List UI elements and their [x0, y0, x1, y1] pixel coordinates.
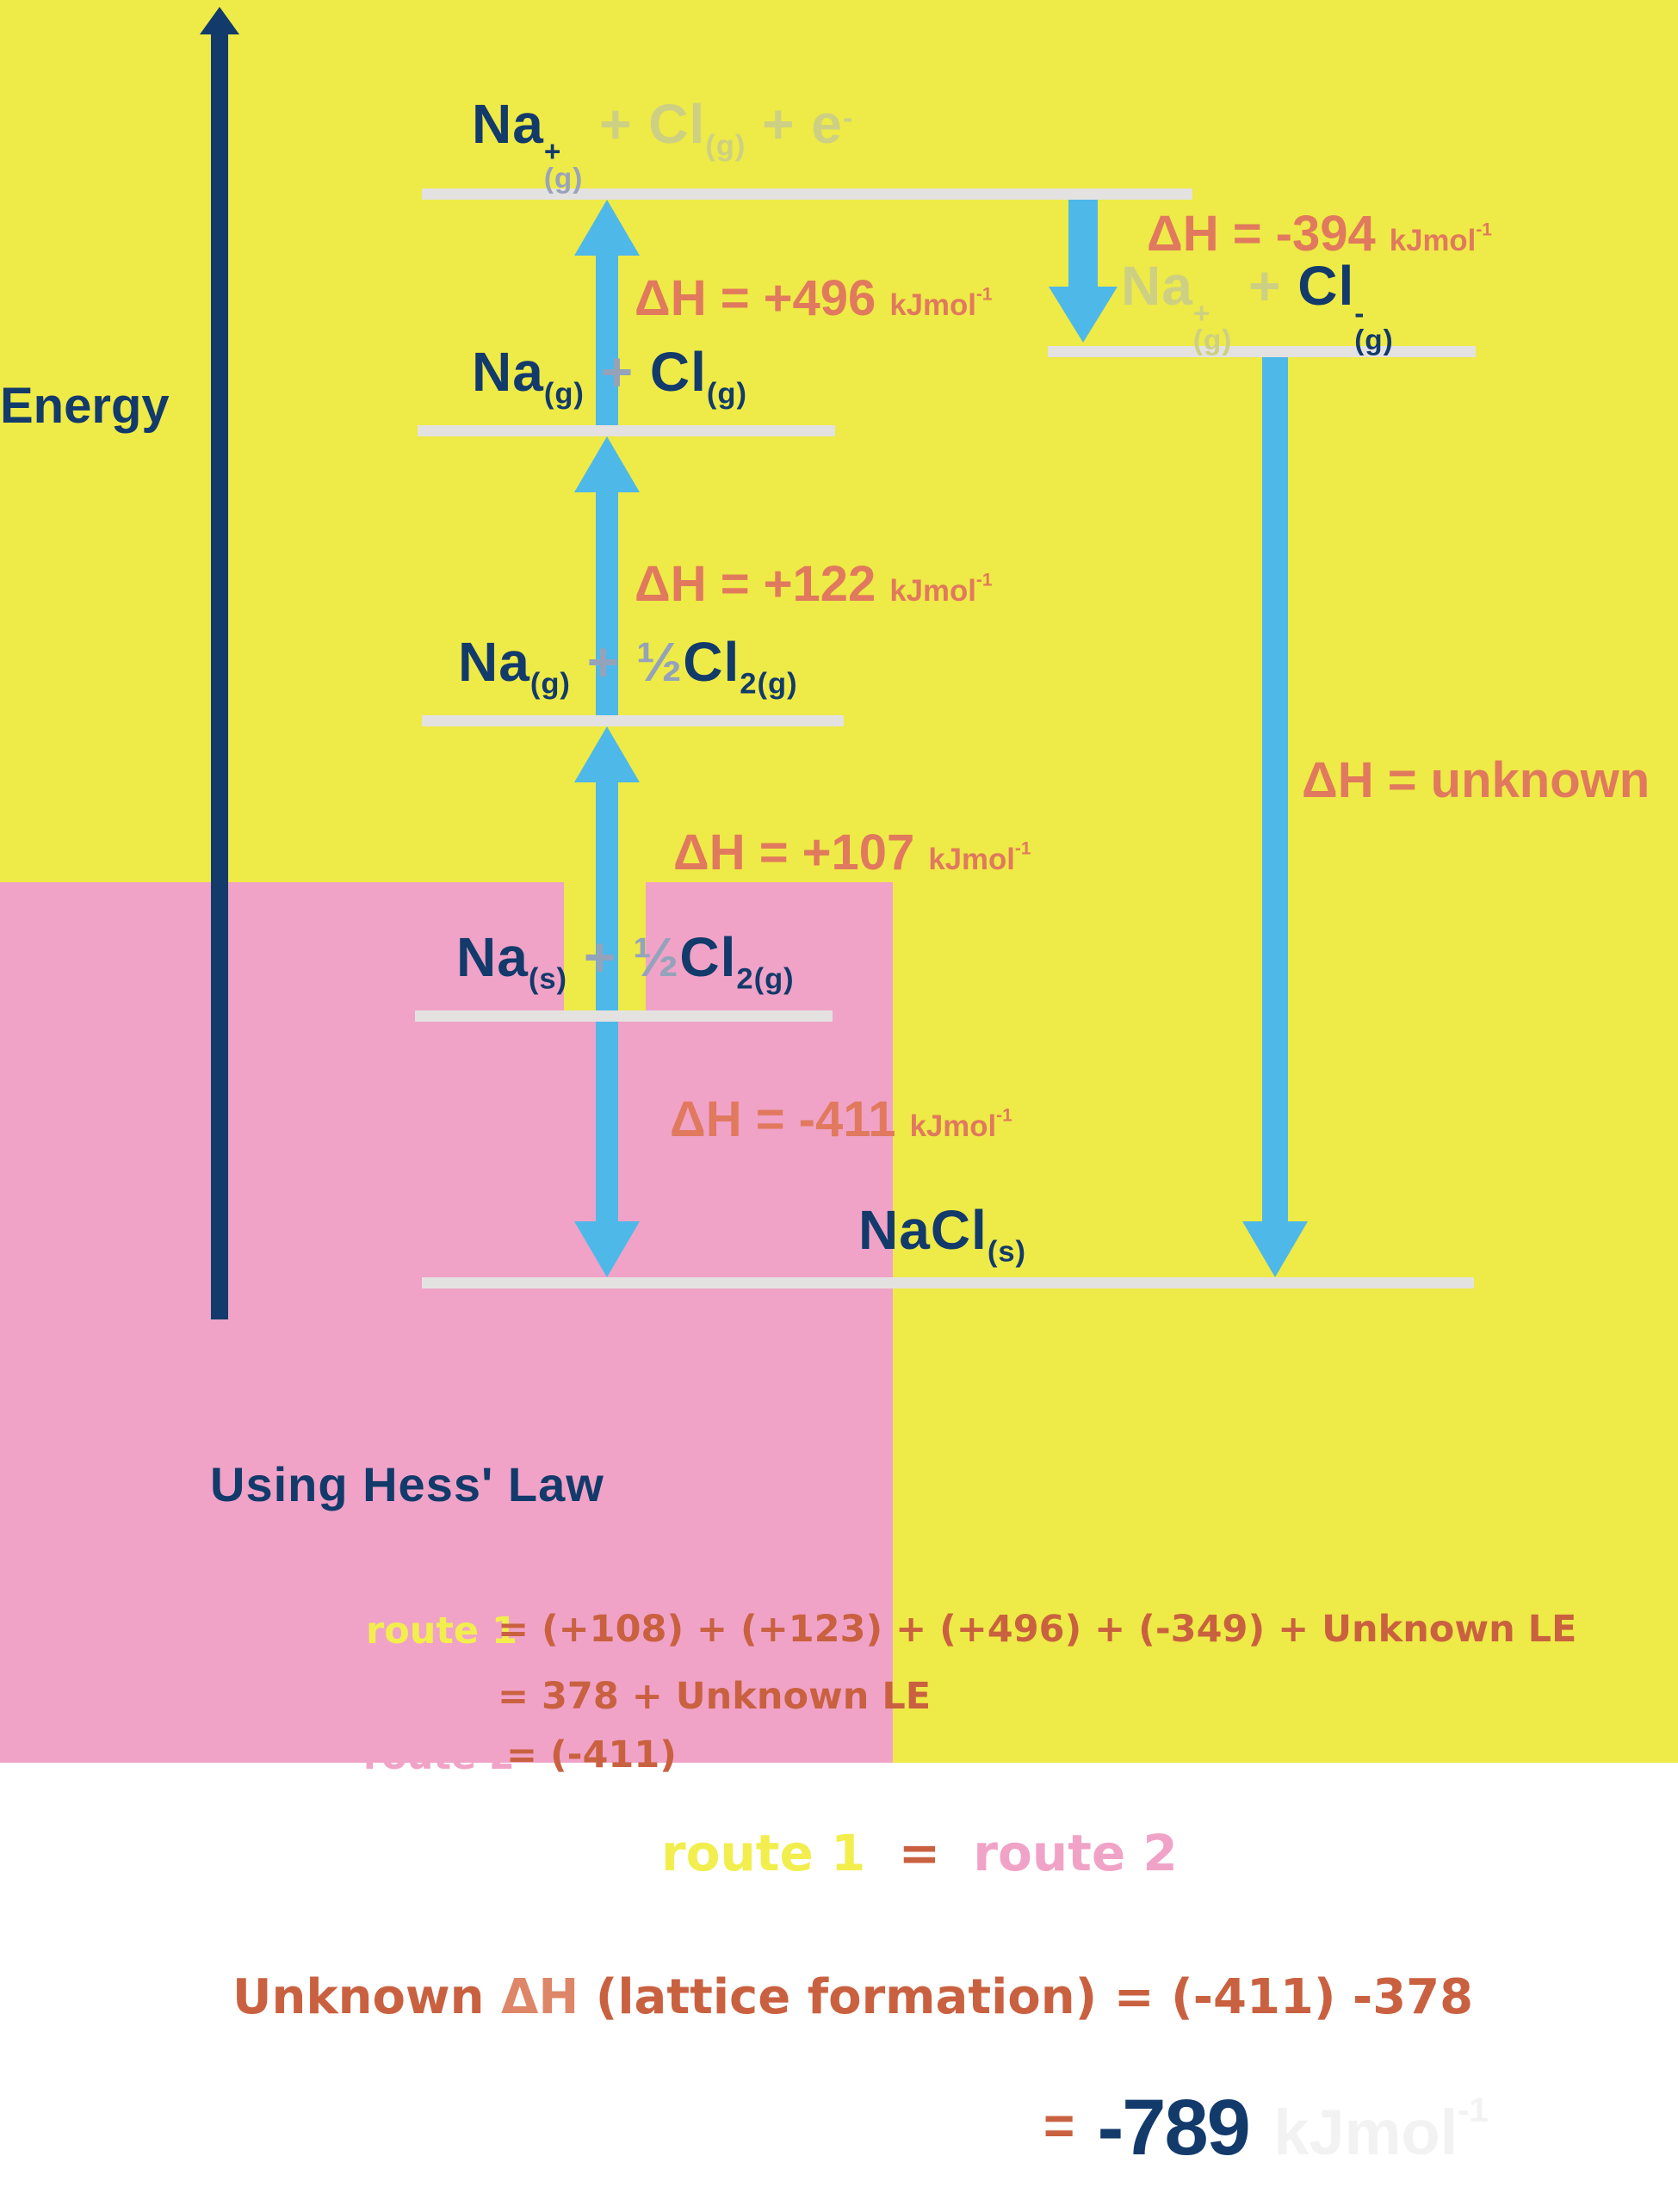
arrow-head-up-icon [574, 726, 640, 782]
hess-law-title: Using Hess' Law [210, 1457, 604, 1511]
route-equality-right: route 2 [973, 1824, 1178, 1882]
background-pink-region [0, 882, 893, 1763]
arrow-head-down-icon [1242, 1221, 1308, 1277]
arrow-shaft [596, 782, 618, 1010]
route2-label: route 2 [363, 1735, 515, 1778]
route1-equation-line2: = 378 + Unknown LE [498, 1675, 932, 1718]
level-line-solid-half [415, 1010, 833, 1022]
arrow-shaft [596, 492, 618, 715]
level-line-ions [1048, 346, 1476, 357]
arrow-head-up-icon [574, 200, 640, 256]
energy-arrow-shaft [211, 33, 228, 1319]
route-equality-row: route 1 = route 2 [661, 1826, 1178, 1881]
arrow-shaft [1262, 357, 1288, 1221]
route1-equation: = (+108) + (+123) + (+496) + (-349) + Un… [498, 1608, 1577, 1651]
level-label-top: Na + (g) + Cl(g) + e- [472, 93, 854, 195]
result-equals-sign: = [1043, 2097, 1075, 2156]
level-label-ions: Na + (g) + Cl - (g) [1121, 255, 1394, 357]
final-result-row: = -789 kJmol-1 [1043, 2083, 1489, 2173]
energy-axis-label: Energy [0, 378, 170, 434]
level-line-gas-atoms [418, 425, 835, 436]
arrow-head-up-icon [574, 436, 640, 492]
route-equality-left: route 1 [661, 1824, 866, 1882]
dh-lattice-unknown-label: ΔH = unknown [1302, 752, 1650, 808]
route2-equation: = (-411) [506, 1733, 677, 1776]
level-line-gas-half [422, 715, 844, 726]
dh-formation-label: ΔH = -411 kJmol-1 [670, 1091, 1012, 1147]
dh-electron-affinity-label: ΔH = -394 kJmol-1 [1147, 206, 1492, 262]
arrow-shaft [596, 1022, 618, 1221]
result-value: -789 [1097, 2084, 1251, 2172]
route-equality-sign: = [898, 1824, 941, 1882]
energy-arrow-head-icon [200, 7, 239, 34]
level-label-nacl: NaCl(s) [858, 1199, 1027, 1269]
level-line-nacl [422, 1277, 1474, 1288]
level-label-solid-half: Na(s) + ½Cl2(g) [456, 926, 795, 996]
arrow-head-down-icon [1049, 287, 1118, 343]
level-label-gas-atoms: Na(g) + Cl(g) [472, 341, 747, 411]
route1-label: route 1 [366, 1610, 517, 1653]
level-line-top [422, 188, 1192, 200]
result-unit: kJmol [1273, 2097, 1458, 2168]
level-label-gas-half: Na(g) + ½Cl2(g) [458, 631, 798, 701]
result-unit-exponent: -1 [1458, 2092, 1489, 2129]
dh-ionisation-label: ΔH = +496 kJmol-1 [635, 270, 993, 326]
lattice-conclusion-line: Unknown ΔH (lattice formation) = (-411) … [232, 1969, 1474, 2025]
dh-atomisation-na-label: ΔH = +107 kJmol-1 [673, 825, 1031, 880]
arrow-head-down-icon [574, 1221, 640, 1277]
arrow-shaft [1068, 200, 1098, 287]
arrow-shaft [596, 256, 618, 425]
dh-atomisation-cl-label: ΔH = +122 kJmol-1 [635, 556, 993, 612]
